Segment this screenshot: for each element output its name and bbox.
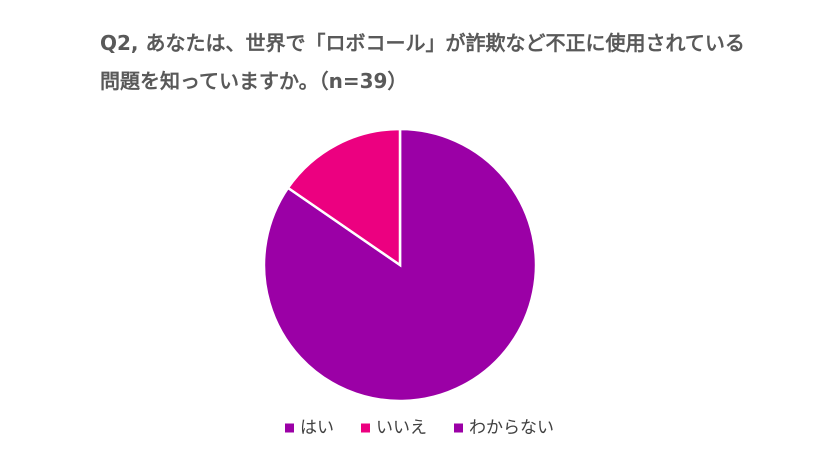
legend-swatch xyxy=(285,423,294,433)
legend-swatch xyxy=(361,423,370,433)
legend-swatch xyxy=(454,423,463,433)
legend-label: はい xyxy=(300,418,334,438)
pie-slice xyxy=(286,127,402,268)
chart-title: Q2, あなたは、世界で「ロボコール」が詐欺など不正に使用されている問題を知って… xyxy=(100,31,745,93)
legend-label: いいえ xyxy=(376,418,427,438)
legend-label: わからない xyxy=(469,418,554,438)
